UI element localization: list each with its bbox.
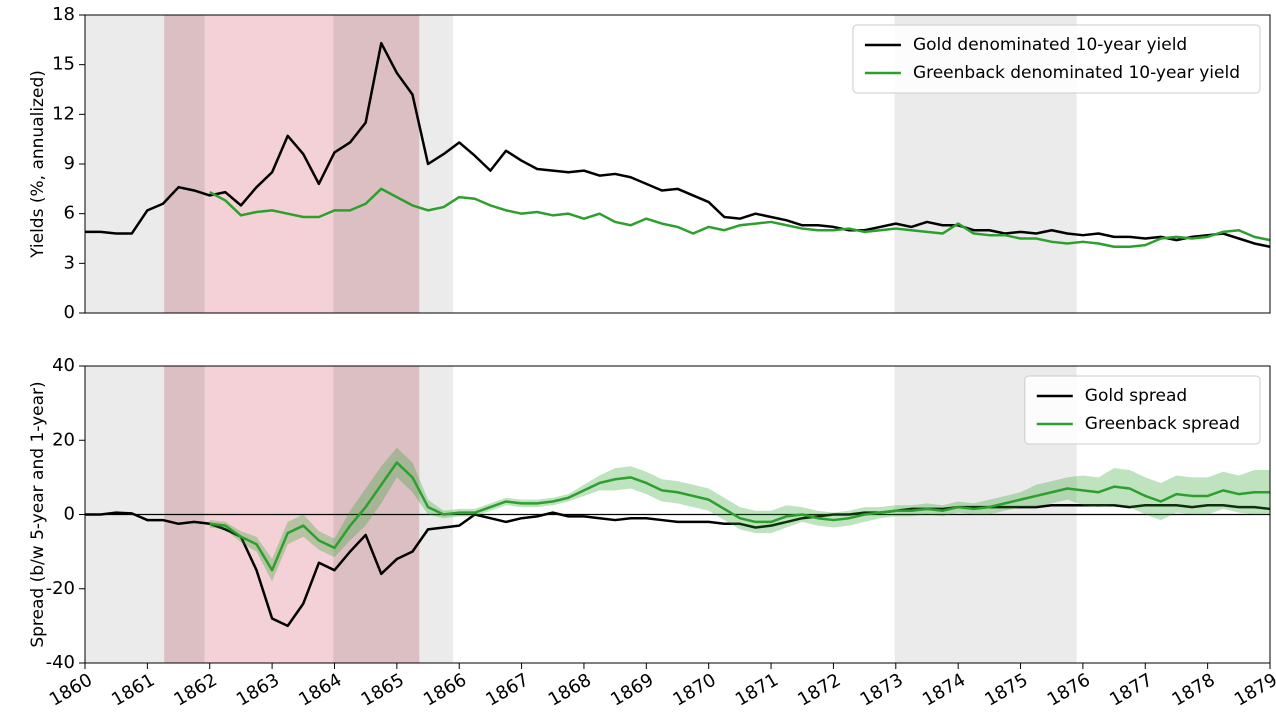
x-tick-label: 1867 bbox=[482, 669, 532, 710]
plot-frame bbox=[84, 365, 1271, 664]
y-axis-label: Spread (b/w 5-year and 1-year) bbox=[28, 381, 48, 647]
legend-label: Greenback spread bbox=[1085, 414, 1240, 434]
x-tick-label: 1868 bbox=[545, 669, 595, 710]
shaded-span bbox=[204, 15, 334, 313]
plot-frame bbox=[84, 14, 1271, 314]
legend: Gold denominated 10-year yield Greenback … bbox=[852, 24, 1261, 94]
x-tick-label: 1878 bbox=[1168, 669, 1218, 710]
series-line bbox=[85, 503, 1271, 628]
x-tick-label: 1863 bbox=[233, 669, 283, 710]
legend-box bbox=[1024, 375, 1261, 445]
legend-label: Gold denominated 10-year yield bbox=[913, 35, 1187, 55]
y-axis-label: Yields (%, annualized) bbox=[28, 70, 48, 259]
x-tick-label: 1875 bbox=[981, 669, 1031, 710]
x-tick-label: 1864 bbox=[295, 669, 345, 710]
x-tick-label: 1861 bbox=[108, 669, 158, 710]
y-tick-label: 3 bbox=[64, 252, 75, 273]
legend-label: Greenback denominated 10-year yield bbox=[913, 63, 1240, 83]
series-line bbox=[85, 41, 1271, 249]
x-tick-label: 1879 bbox=[1231, 669, 1276, 710]
y-tick-label: -20 bbox=[46, 578, 75, 599]
x-tick-label: 1877 bbox=[1106, 669, 1156, 710]
shaded-span bbox=[333, 15, 420, 313]
x-tick-label: 1871 bbox=[732, 669, 782, 710]
x-tick-label: 1874 bbox=[919, 669, 969, 710]
y-tick-label: 18 bbox=[52, 4, 75, 25]
shaded-span bbox=[164, 15, 205, 313]
x-tick-label: 1869 bbox=[607, 669, 657, 710]
y-tick-label: 0 bbox=[64, 504, 75, 525]
legend-label: Gold spread bbox=[1085, 386, 1187, 406]
x-tick-label: 1865 bbox=[358, 669, 408, 710]
x-tick-label: 1866 bbox=[420, 669, 470, 710]
y-tick-label: 12 bbox=[52, 103, 75, 124]
legend-box bbox=[852, 24, 1261, 94]
legend: Gold spread Greenback spread bbox=[1024, 375, 1261, 445]
error-band bbox=[209, 447, 1271, 582]
y-tick-label: 40 bbox=[52, 355, 75, 376]
y-tick-label: -40 bbox=[46, 652, 75, 673]
y-tick-label: 6 bbox=[64, 203, 75, 224]
y-tick-label: 20 bbox=[52, 429, 75, 450]
x-tick-label: 1872 bbox=[794, 669, 844, 710]
y-tick-label: 0 bbox=[64, 302, 75, 323]
y-tick-label: 9 bbox=[64, 153, 75, 174]
x-tick-label: 1876 bbox=[1044, 669, 1094, 710]
y-tick-label: 15 bbox=[52, 54, 75, 75]
series-line bbox=[209, 187, 1271, 249]
x-tick-label: 1860 bbox=[46, 669, 96, 710]
x-tick-label: 1862 bbox=[171, 669, 221, 710]
x-tick-label: 1873 bbox=[857, 669, 907, 710]
x-tick-label: 1870 bbox=[670, 669, 720, 710]
series-line bbox=[209, 461, 1270, 572]
